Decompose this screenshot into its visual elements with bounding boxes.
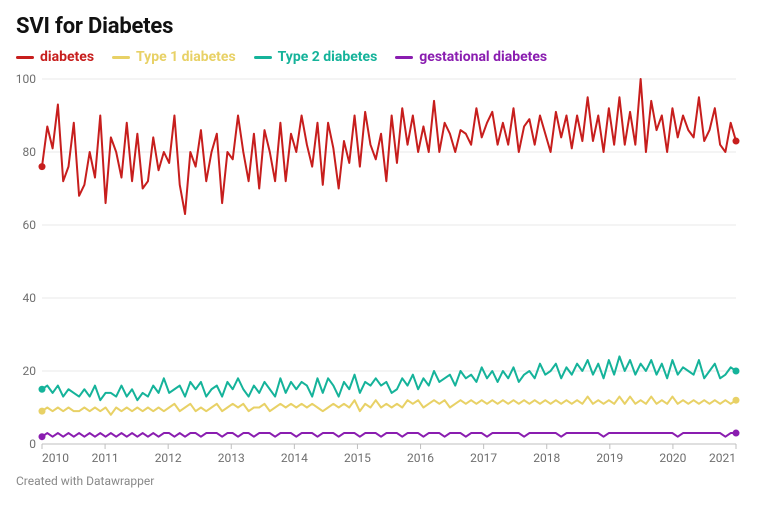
- attribution: Created with Datawrapper: [16, 474, 746, 488]
- chart-area: 0 20 40 60 80 100 2010 2011 2012 2013 2014 2015 2016…: [16, 73, 746, 468]
- legend-label: Type 2 diabetes: [278, 49, 378, 65]
- series-end-dot-gestational: [39, 433, 46, 440]
- legend-label: diabetes: [40, 49, 94, 65]
- x-tick-label: 2020: [659, 451, 686, 465]
- legend-swatch: [16, 56, 34, 59]
- x-tick-label: 2019: [596, 451, 623, 465]
- legend: diabetes Type 1 diabetes Type 2 diabetes ge…: [16, 49, 746, 65]
- legend-item-type2: Type 2 diabetes: [254, 49, 378, 65]
- x-tick-label: 2010: [42, 451, 69, 465]
- legend-label: Type 1 diabetes: [136, 49, 236, 65]
- x-tick-label: 2014: [281, 451, 308, 465]
- y-tick-label: 60: [23, 218, 37, 232]
- y-tick-label: 0: [29, 437, 36, 451]
- legend-item-type1: Type 1 diabetes: [112, 49, 236, 65]
- legend-swatch: [112, 56, 130, 59]
- x-tick-label: 2017: [470, 451, 497, 465]
- series-end-dot-type1: [39, 408, 46, 415]
- y-tick-label: 100: [16, 73, 36, 86]
- y-tick-label: 80: [23, 145, 37, 159]
- series-line-type2: [42, 356, 736, 400]
- chart-title: SVI for Diabetes: [16, 14, 746, 39]
- line-chart: 0 20 40 60 80 100 2010 2011 2012 2013 2014 2015 2016…: [16, 73, 746, 468]
- x-tick-label: 2021: [709, 451, 736, 465]
- series-line-diabetes: [42, 79, 736, 214]
- x-tick-label: 2016: [407, 451, 434, 465]
- x-tick-label: 2018: [533, 451, 560, 465]
- series-line-type1: [42, 397, 736, 415]
- legend-item-gestational: gestational diabetes: [395, 49, 547, 65]
- x-tick-label: 2015: [344, 451, 371, 465]
- series-end-dot-diabetes: [733, 138, 740, 145]
- series-end-dot-diabetes: [39, 163, 46, 170]
- legend-swatch: [254, 56, 272, 59]
- series-line-gestational: [42, 433, 736, 437]
- series-end-dot-type2: [39, 386, 46, 393]
- x-tick-label: 2013: [218, 451, 245, 465]
- legend-label: gestational diabetes: [419, 49, 547, 65]
- legend-item-diabetes: diabetes: [16, 49, 94, 65]
- series-end-dot-type2: [733, 368, 740, 375]
- x-tick-label: 2012: [155, 451, 182, 465]
- legend-swatch: [395, 56, 413, 59]
- series-end-dot-type1: [733, 397, 740, 404]
- y-tick-label: 20: [23, 364, 37, 378]
- y-tick-label: 40: [23, 291, 37, 305]
- x-tick-label: 2011: [92, 451, 119, 465]
- series-end-dot-gestational: [733, 430, 740, 437]
